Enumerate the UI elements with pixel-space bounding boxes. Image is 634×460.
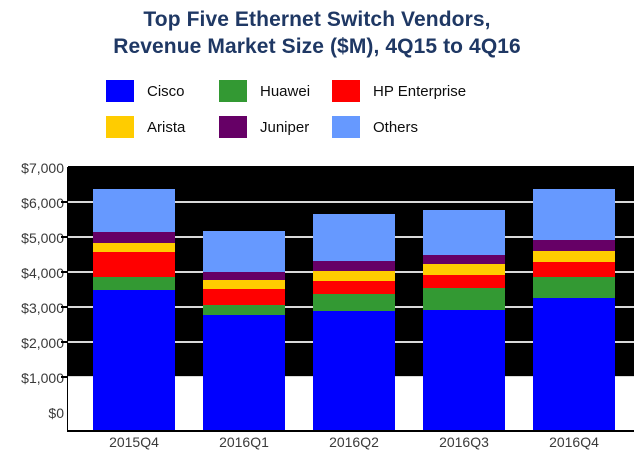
legend-item-arista: Arista — [106, 116, 185, 138]
chart-title-line-1: Top Five Ethernet Switch Vendors, — [143, 8, 491, 31]
plot-top-border — [68, 166, 634, 167]
legend-label-huawei: Huawei — [260, 82, 311, 100]
bar-2016Q3-segment-others[interactable] — [423, 210, 505, 255]
plot-area-wrapper — [68, 167, 634, 430]
bar-2016Q4-segment-cisco[interactable] — [533, 298, 615, 430]
bar-2015Q4-segment-juniper[interactable] — [93, 232, 175, 243]
x-tick-label-2016Q1: 2016Q1 — [219, 434, 269, 450]
bar-2016Q2-segment-others[interactable] — [313, 214, 395, 261]
bar-2016Q3-segment-huawei[interactable] — [423, 288, 505, 310]
chart-legend: Cisco Huawei HP Enterprise Arista Junipe… — [106, 78, 526, 140]
legend-item-others: Others — [332, 116, 418, 138]
bar-2016Q1-segment-others[interactable] — [203, 231, 285, 272]
legend-row-top: Cisco Huawei HP Enterprise — [106, 78, 526, 104]
chart-title-line-2: Revenue Market Size ($M), 4Q15 to 4Q16 — [113, 35, 521, 58]
y-tick-label-2000: $2,000 — [21, 335, 64, 351]
bar-2016Q2-segment-juniper[interactable] — [313, 261, 395, 271]
bar-2016Q2-segment-hp-enterprise[interactable] — [313, 281, 395, 294]
bar-2016Q1[interactable] — [203, 231, 285, 430]
x-tick-label-2016Q2: 2016Q2 — [329, 434, 379, 450]
bar-2016Q1-segment-huawei[interactable] — [203, 305, 285, 315]
y-tick-label-7000: $7,000 — [21, 160, 64, 176]
y-tick-mark-2000 — [61, 341, 68, 343]
legend-item-juniper: Juniper — [219, 116, 309, 138]
legend-label-cisco: Cisco — [147, 82, 185, 100]
bar-2015Q4-segment-hp-enterprise[interactable] — [93, 252, 175, 277]
legend-label-juniper: Juniper — [260, 118, 310, 136]
legend-swatch-juniper — [219, 116, 247, 138]
x-tick-label-2015Q4: 2015Q4 — [109, 434, 159, 450]
bar-2016Q4[interactable] — [533, 189, 615, 430]
legend-item-hp-enterprise: HP Enterprise — [332, 80, 466, 102]
y-tick-label-3000: $3,000 — [21, 300, 64, 316]
bar-2016Q3-segment-cisco[interactable] — [423, 310, 505, 430]
bar-2016Q4-segment-juniper[interactable] — [533, 240, 615, 251]
legend-swatch-huawei — [219, 80, 247, 102]
y-tick-mark-1000 — [61, 376, 68, 378]
y-tick-label-4000: $4,000 — [21, 265, 64, 281]
x-tick-label-2016Q3: 2016Q3 — [439, 434, 489, 450]
bar-2016Q4-segment-arista[interactable] — [533, 251, 615, 262]
y-tick-mark-3000 — [61, 306, 68, 308]
y-tick-label-6000: $6,000 — [21, 195, 64, 211]
bar-2016Q1-segment-hp-enterprise[interactable] — [203, 289, 285, 305]
bar-2016Q2[interactable] — [313, 214, 395, 430]
y-tick-label-0: $0 — [48, 405, 64, 421]
x-axis-line — [68, 430, 634, 432]
chart-title: Top Five Ethernet Switch Vendors, Revenu… — [0, 6, 634, 60]
legend-label-others: Others — [373, 118, 419, 136]
bar-2016Q3-segment-juniper[interactable] — [423, 255, 505, 264]
bar-2016Q3-segment-arista[interactable] — [423, 264, 505, 275]
bar-2016Q4-segment-others[interactable] — [533, 189, 615, 240]
legend-swatch-cisco — [106, 80, 134, 102]
x-tick-label-2016Q4: 2016Q4 — [549, 434, 599, 450]
bar-2016Q3[interactable] — [423, 210, 505, 430]
bar-2016Q1-segment-cisco[interactable] — [203, 315, 285, 430]
y-tick-mark-6000 — [61, 201, 68, 203]
y-tick-mark-5000 — [61, 236, 68, 238]
bar-2015Q4-segment-cisco[interactable] — [93, 290, 175, 430]
plot-area — [68, 167, 634, 430]
bar-2016Q4-segment-hp-enterprise[interactable] — [533, 262, 615, 277]
legend-row-bottom: Arista Juniper Others — [106, 114, 526, 140]
bar-2015Q4-segment-arista[interactable] — [93, 243, 175, 252]
legend-item-cisco: Cisco — [106, 80, 185, 102]
bar-2015Q4-segment-huawei[interactable] — [93, 277, 175, 290]
bar-2016Q1-segment-juniper[interactable] — [203, 272, 285, 280]
legend-swatch-others — [332, 116, 360, 138]
bar-2016Q2-segment-arista[interactable] — [313, 271, 395, 281]
legend-swatch-hp-enterprise — [332, 80, 360, 102]
bar-2015Q4-segment-others[interactable] — [93, 189, 175, 232]
gridline-6000 — [68, 201, 634, 203]
x-axis: 2015Q4 2016Q1 2016Q2 2016Q3 2016Q4 — [0, 434, 634, 458]
bar-2016Q3-segment-hp-enterprise[interactable] — [423, 275, 505, 288]
legend-swatch-arista — [106, 116, 134, 138]
bar-2015Q4[interactable] — [93, 189, 175, 430]
legend-label-arista: Arista — [147, 118, 186, 136]
bar-2016Q4-segment-huawei[interactable] — [533, 277, 615, 298]
y-tick-label-1000: $1,000 — [21, 370, 64, 386]
bar-2016Q2-segment-cisco[interactable] — [313, 311, 395, 430]
legend-item-huawei: Huawei — [219, 80, 310, 102]
bar-2016Q1-segment-arista[interactable] — [203, 280, 285, 289]
y-tick-mark-4000 — [61, 271, 68, 273]
legend-label-hp-enterprise: HP Enterprise — [373, 82, 467, 100]
bar-2016Q2-segment-huawei[interactable] — [313, 294, 395, 311]
y-axis: $7,000 $6,000 $5,000 $4,000 $3,000 $2,00… — [0, 0, 68, 460]
y-tick-label-5000: $5,000 — [21, 230, 64, 246]
